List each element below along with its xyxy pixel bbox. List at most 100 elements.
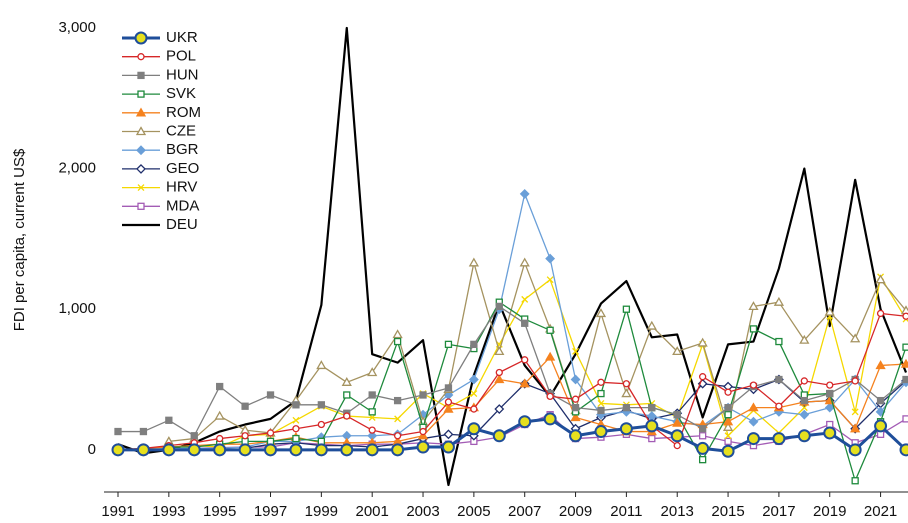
marker	[213, 443, 227, 457]
marker	[292, 401, 300, 409]
marker	[799, 334, 810, 344]
marker	[797, 429, 811, 443]
marker	[874, 419, 888, 433]
marker	[443, 429, 454, 440]
marker	[673, 441, 681, 450]
marker	[468, 257, 479, 267]
marker	[137, 90, 145, 98]
marker	[264, 443, 278, 457]
marker	[875, 360, 886, 370]
marker	[187, 443, 201, 457]
marker	[216, 434, 224, 443]
marker	[569, 429, 583, 443]
marker	[597, 378, 605, 386]
marker	[317, 401, 326, 409]
marker	[622, 403, 631, 412]
marker	[292, 434, 300, 443]
marker	[696, 441, 710, 455]
marker	[876, 396, 885, 405]
marker	[368, 408, 376, 416]
y-tick-label: 3,000	[58, 19, 96, 36]
series-line	[118, 305, 907, 437]
marker	[749, 325, 758, 333]
y-tick-label: 2,000	[58, 160, 96, 177]
marker	[775, 337, 783, 346]
marker	[393, 337, 402, 346]
marker	[595, 308, 607, 318]
marker	[748, 402, 759, 412]
marker	[393, 396, 402, 405]
marker	[772, 432, 786, 446]
marker	[648, 434, 656, 443]
marker	[518, 415, 532, 429]
marker	[519, 378, 530, 388]
marker	[799, 409, 810, 420]
series-line	[168, 301, 907, 482]
marker	[134, 31, 148, 45]
marker	[468, 374, 479, 385]
marker	[137, 202, 145, 210]
marker	[724, 411, 732, 419]
marker	[136, 145, 146, 156]
marker	[851, 377, 859, 385]
marker	[850, 423, 861, 433]
marker	[672, 417, 683, 427]
marker	[340, 443, 354, 457]
legend-item: GEO	[122, 160, 199, 177]
legend-item: CZE	[122, 122, 196, 139]
marker	[722, 422, 734, 431]
marker	[214, 410, 225, 420]
marker	[519, 188, 530, 199]
legend-label: HRV	[166, 179, 197, 196]
series-line	[117, 26, 908, 487]
marker	[724, 388, 732, 396]
marker	[543, 412, 557, 426]
marker	[775, 402, 783, 410]
x-tick-label: 1999	[305, 503, 338, 520]
marker	[698, 373, 707, 381]
series	[165, 298, 908, 485]
marker	[467, 422, 481, 436]
marker	[571, 395, 580, 403]
marker	[343, 391, 351, 399]
marker	[216, 382, 224, 391]
marker	[746, 432, 760, 446]
marker	[495, 302, 503, 311]
marker	[646, 320, 657, 330]
marker	[392, 329, 403, 339]
marker	[672, 346, 683, 356]
legend-item: UKR	[122, 29, 198, 46]
marker	[673, 411, 681, 419]
marker	[317, 420, 326, 429]
marker	[800, 396, 808, 405]
marker	[519, 257, 530, 267]
marker	[441, 440, 455, 454]
marker	[698, 456, 707, 464]
marker	[823, 426, 837, 440]
marker	[826, 381, 834, 389]
marker	[748, 301, 759, 311]
x-tick-label: 1995	[203, 503, 236, 520]
marker	[419, 427, 427, 436]
marker	[419, 391, 427, 399]
x-tick-label: 2015	[711, 503, 744, 520]
legend-label: ROM	[166, 104, 201, 121]
marker	[698, 432, 707, 440]
legend-label: MDA	[166, 197, 199, 214]
marker	[546, 326, 554, 334]
marker	[470, 405, 478, 413]
marker	[902, 343, 908, 351]
marker	[368, 426, 376, 434]
marker	[135, 126, 147, 136]
marker	[748, 416, 759, 427]
marker	[545, 351, 556, 361]
marker	[570, 412, 581, 422]
marker	[597, 406, 605, 415]
marker	[648, 403, 656, 412]
marker	[826, 389, 834, 398]
marker	[521, 295, 529, 303]
marker	[876, 309, 885, 318]
series	[114, 302, 908, 440]
legend-item: MDA	[122, 197, 199, 214]
x-tick-label: 2019	[813, 503, 846, 520]
